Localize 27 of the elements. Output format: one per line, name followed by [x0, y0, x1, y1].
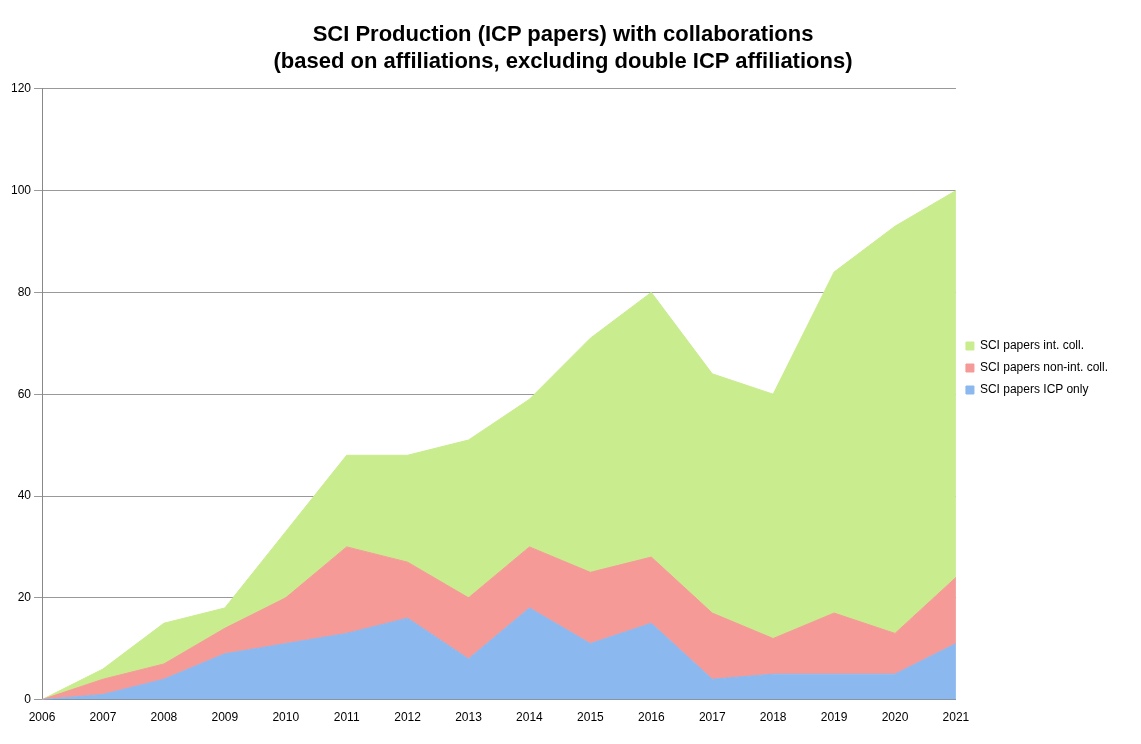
y-tick-label: 120 [10, 81, 32, 96]
y-tick-label: 60 [17, 386, 32, 401]
y-tick-label: 40 [17, 488, 32, 503]
x-tick-label: 2015 [577, 710, 605, 725]
x-tick-label: 2013 [455, 710, 483, 725]
x-tick-label: 2011 [333, 710, 360, 725]
y-tick-label: 20 [17, 590, 32, 605]
x-tick-label: 2016 [637, 710, 665, 725]
x-tick-label: 2019 [820, 710, 848, 725]
y-tick-label: 0 [24, 691, 32, 706]
x-tick-label: 2010 [272, 710, 300, 725]
x-tick-label: 2020 [881, 710, 909, 725]
x-tick-label: 2007 [89, 710, 117, 725]
legend-label: SCI papers non-int. coll. [979, 360, 1108, 375]
legend-label: SCI papers ICP only [979, 382, 1089, 397]
x-tick-label: 2018 [759, 710, 787, 725]
x-tick-label: 2008 [150, 710, 178, 725]
x-tick-label: 2014 [516, 710, 544, 725]
x-tick-label: 2006 [28, 710, 56, 725]
x-tick-label: 2021 [942, 710, 970, 725]
x-tick-label: 2017 [698, 710, 726, 725]
y-tick-label: 80 [17, 284, 32, 299]
x-tick-label: 2009 [211, 710, 239, 725]
y-tick-label: 100 [10, 182, 32, 197]
chart-title: SCI Production (ICP papers) with collaborations (based on affiliations, excluding double ICP affiliations) [273, 21, 853, 73]
legend-label: SCI papers int. coll. [979, 338, 1084, 353]
x-tick-label: 2012 [394, 710, 422, 725]
